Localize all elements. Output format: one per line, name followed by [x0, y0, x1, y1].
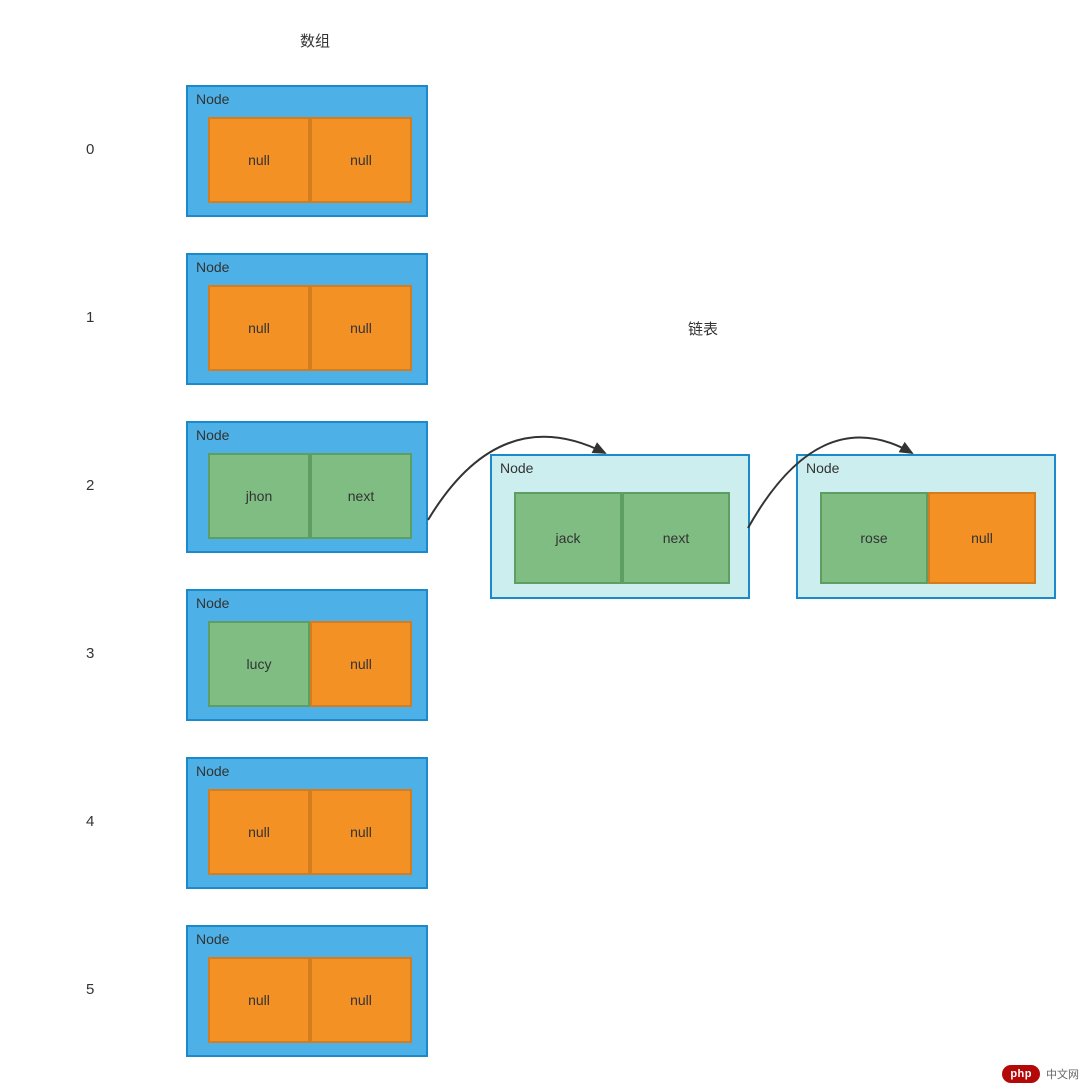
array-index-label: 1	[86, 309, 94, 326]
node-cell: null	[208, 957, 310, 1043]
watermark: php 中文网	[1002, 1065, 1079, 1083]
node-cell: null	[310, 789, 412, 875]
node-cell: null	[310, 957, 412, 1043]
array-index-label: 0	[86, 141, 94, 158]
node-cell: lucy	[208, 621, 310, 707]
node-box: Node nullnull	[186, 253, 428, 385]
node-cells: rosenull	[820, 492, 1036, 584]
node-title: Node	[196, 763, 229, 779]
node-cells: nullnull	[208, 789, 412, 875]
node-cell: rose	[820, 492, 928, 584]
node-cell: null	[928, 492, 1036, 584]
node-cell: next	[622, 492, 730, 584]
node-title: Node	[806, 460, 839, 476]
array-index-label: 3	[86, 645, 94, 662]
watermark-badge: php	[1002, 1065, 1040, 1083]
node-title: Node	[196, 259, 229, 275]
node-cells: nullnull	[208, 117, 412, 203]
node-box: Node nullnull	[186, 757, 428, 889]
node-cell: jhon	[208, 453, 310, 539]
array-index-label: 4	[86, 813, 94, 830]
node-cells: lucynull	[208, 621, 412, 707]
node-cell: null	[310, 285, 412, 371]
node-box: Node lucynull	[186, 589, 428, 721]
node-box: Node jhonnext	[186, 421, 428, 553]
node-cells: jacknext	[514, 492, 730, 584]
node-title: Node	[196, 931, 229, 947]
node-cell: next	[310, 453, 412, 539]
node-cells: nullnull	[208, 957, 412, 1043]
node-cells: jhonnext	[208, 453, 412, 539]
node-title: Node	[500, 460, 533, 476]
node-cell: null	[208, 285, 310, 371]
node-title: Node	[196, 427, 229, 443]
array-title: 数组	[300, 30, 330, 51]
node-cell: null	[310, 621, 412, 707]
node-box: Node jacknext	[490, 454, 750, 599]
node-cells: nullnull	[208, 285, 412, 371]
chain-title: 链表	[688, 318, 718, 339]
array-index-label: 2	[86, 477, 94, 494]
node-title: Node	[196, 91, 229, 107]
node-cell: jack	[514, 492, 622, 584]
node-cell: null	[310, 117, 412, 203]
node-title: Node	[196, 595, 229, 611]
node-cell: null	[208, 117, 310, 203]
node-box: Node nullnull	[186, 85, 428, 217]
node-box: Node rosenull	[796, 454, 1056, 599]
array-index-label: 5	[86, 981, 94, 998]
watermark-text: 中文网	[1046, 1066, 1079, 1082]
node-cell: null	[208, 789, 310, 875]
node-box: Node nullnull	[186, 925, 428, 1057]
